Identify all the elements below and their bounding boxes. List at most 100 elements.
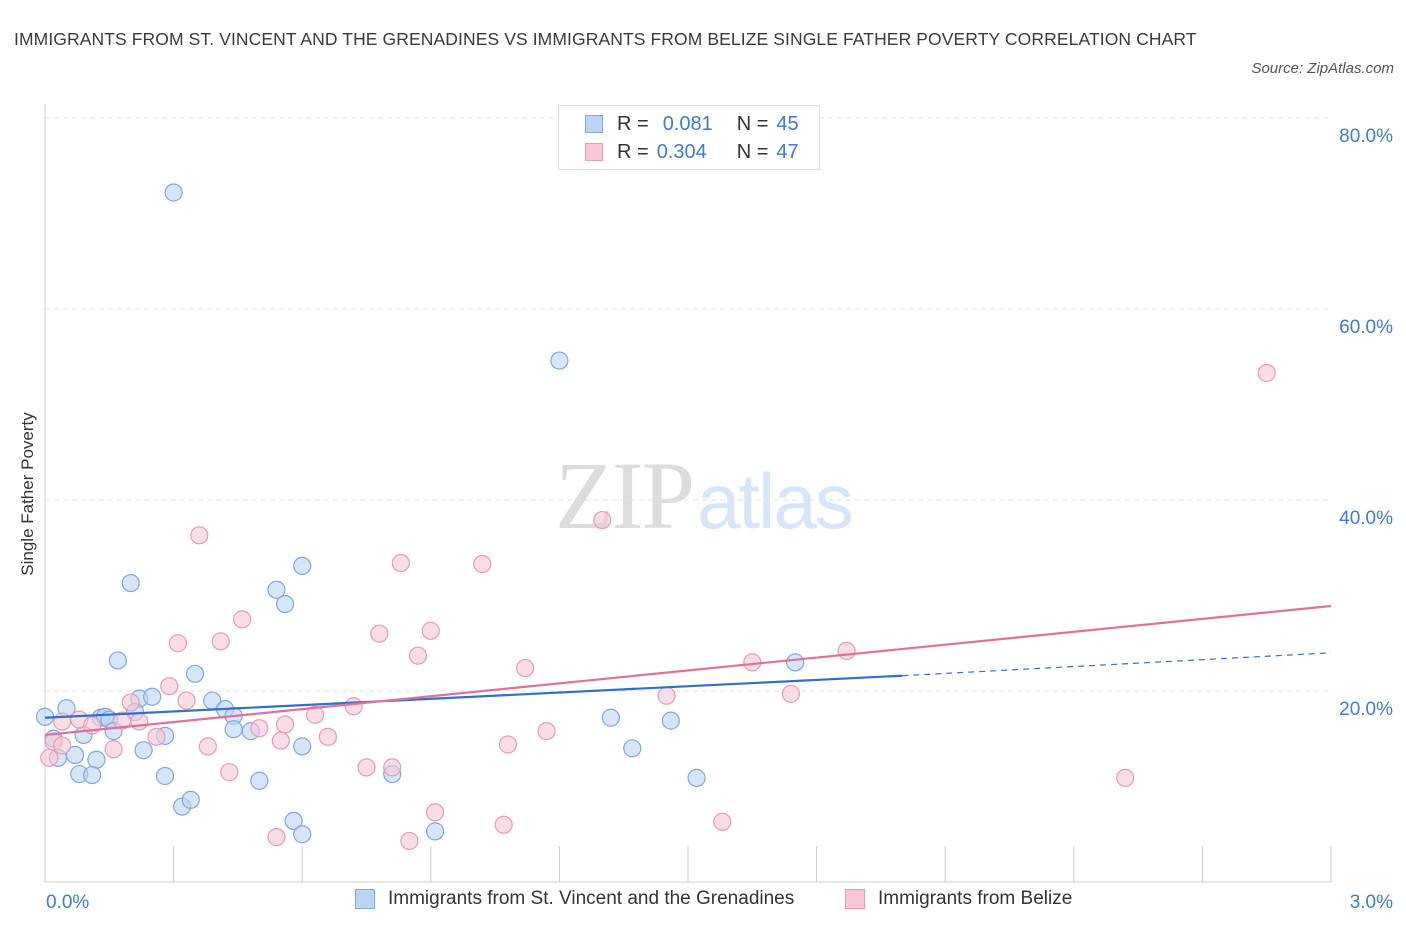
x-tick-label: 3.0% (1350, 892, 1393, 913)
legend-r-label: R = (617, 140, 649, 163)
data-point-belize (53, 736, 72, 755)
watermark-zip: ZIP (555, 442, 695, 549)
y-tick-label: 80.0% (1339, 126, 1393, 147)
data-point-vincent (250, 771, 269, 790)
data-point-belize (198, 737, 217, 756)
data-point-vincent (275, 594, 295, 614)
y-tick-label: 40.0% (1339, 508, 1393, 529)
data-point-belize (211, 632, 230, 651)
data-point-belize (168, 634, 187, 653)
x-tick-label: 0.0% (46, 892, 89, 913)
watermark: ZIPatlas (555, 440, 854, 551)
trendline-vincent-extension (902, 652, 1332, 677)
legend-n-label: N = (736, 112, 769, 135)
data-point-belize (837, 641, 856, 660)
y-tick-label: 60.0% (1339, 317, 1393, 338)
data-point-vincent (185, 664, 205, 683)
data-point-belize (267, 828, 286, 847)
data-point-belize (177, 691, 196, 710)
data-point-vincent (83, 765, 102, 785)
data-point-belize (344, 697, 363, 716)
data-point-vincent (623, 739, 642, 758)
series-legend: Immigrants from St. Vincent and the Gren… (0, 888, 1406, 916)
legend-swatch-belize (585, 143, 603, 161)
data-point-belize (121, 693, 140, 712)
data-point-belize (537, 722, 556, 741)
data-point-belize (160, 677, 179, 696)
data-point-vincent (134, 741, 153, 760)
data-point-vincent (687, 768, 706, 788)
trendline-belize (44, 604, 1332, 737)
data-point-vincent (65, 745, 85, 765)
data-point-belize (383, 758, 402, 777)
correlation-legend: R = 0.081 N = 45 R = 0.304 N = 47 (558, 105, 820, 170)
data-point-vincent (661, 711, 680, 730)
y-tick-label: 20.0% (1339, 699, 1393, 720)
legend-row-belize: R = 0.304 N = 47 (585, 139, 799, 165)
data-point-belize (357, 758, 376, 777)
series-legend-vincent[interactable]: Immigrants from St. Vincent and the Gren… (355, 888, 794, 910)
data-point-belize (425, 803, 445, 822)
data-point-belize (250, 719, 269, 738)
series-legend-belize[interactable]: Immigrants from Belize (845, 888, 1072, 910)
data-point-belize (305, 705, 325, 724)
data-point-vincent (164, 183, 183, 202)
data-point-vincent (108, 651, 127, 670)
data-point-vincent (284, 811, 303, 830)
data-point-vincent (87, 750, 106, 769)
data-point-belize (391, 553, 410, 573)
data-point-vincent (293, 556, 312, 575)
data-point-belize (498, 735, 518, 754)
y-axis-label: Single Father Poverty (18, 412, 37, 576)
data-point-belize (318, 727, 338, 746)
series-name-belize: Immigrants from Belize (878, 888, 1073, 909)
data-point-vincent (786, 653, 805, 672)
data-point-belize (473, 554, 492, 574)
data-point-vincent (293, 737, 312, 756)
data-point-belize (271, 731, 290, 750)
data-point-vincent (121, 573, 140, 593)
data-point-belize (104, 740, 123, 759)
data-point-belize (370, 624, 389, 643)
data-point-belize (1116, 768, 1135, 788)
data-point-vincent (425, 822, 445, 841)
legend-n-label: N = (736, 140, 769, 163)
legend-r-value-belize: 0.304 (656, 140, 707, 163)
data-point-belize (275, 715, 295, 734)
data-point-belize (190, 526, 209, 545)
legend-r-label: R = (617, 112, 649, 135)
series-name-vincent: Immigrants from St. Vincent and the Gren… (388, 888, 795, 909)
trendline-vincent (44, 674, 903, 719)
legend-swatch-vincent (585, 115, 603, 133)
chart-title: IMMIGRANTS FROM ST. VINCENT AND THE GREN… (14, 29, 1197, 49)
legend-n-value-belize: 47 (776, 140, 799, 163)
data-point-belize (657, 686, 676, 705)
data-point-belize (220, 763, 239, 782)
data-point-belize (494, 815, 513, 834)
series-swatch-vincent (355, 889, 375, 909)
data-point-belize (400, 831, 419, 851)
data-point-vincent (155, 766, 175, 786)
watermark-atlas: atlas (697, 457, 854, 545)
data-point-belize (130, 712, 149, 731)
legend-row-vincent: R = 0.081 N = 45 (585, 111, 799, 137)
legend-r-value-vincent: 0.081 (662, 112, 713, 135)
data-point-vincent (293, 825, 312, 844)
data-point-belize (147, 727, 166, 746)
legend-n-value-vincent: 45 (776, 112, 799, 135)
data-point-belize (516, 658, 535, 678)
source-label: Source: ZipAtlas.com (1251, 60, 1394, 77)
data-point-vincent (550, 351, 569, 370)
data-point-vincent (181, 790, 200, 809)
data-point-belize (421, 621, 440, 640)
data-point-vincent (601, 708, 620, 727)
data-point-belize (713, 812, 732, 831)
data-point-belize (40, 748, 59, 767)
data-point-belize (781, 684, 800, 703)
series-swatch-belize (845, 889, 865, 909)
data-point-vincent (267, 580, 286, 599)
data-point-belize (233, 610, 252, 629)
data-point-vincent (143, 687, 162, 706)
data-point-belize (593, 510, 612, 530)
